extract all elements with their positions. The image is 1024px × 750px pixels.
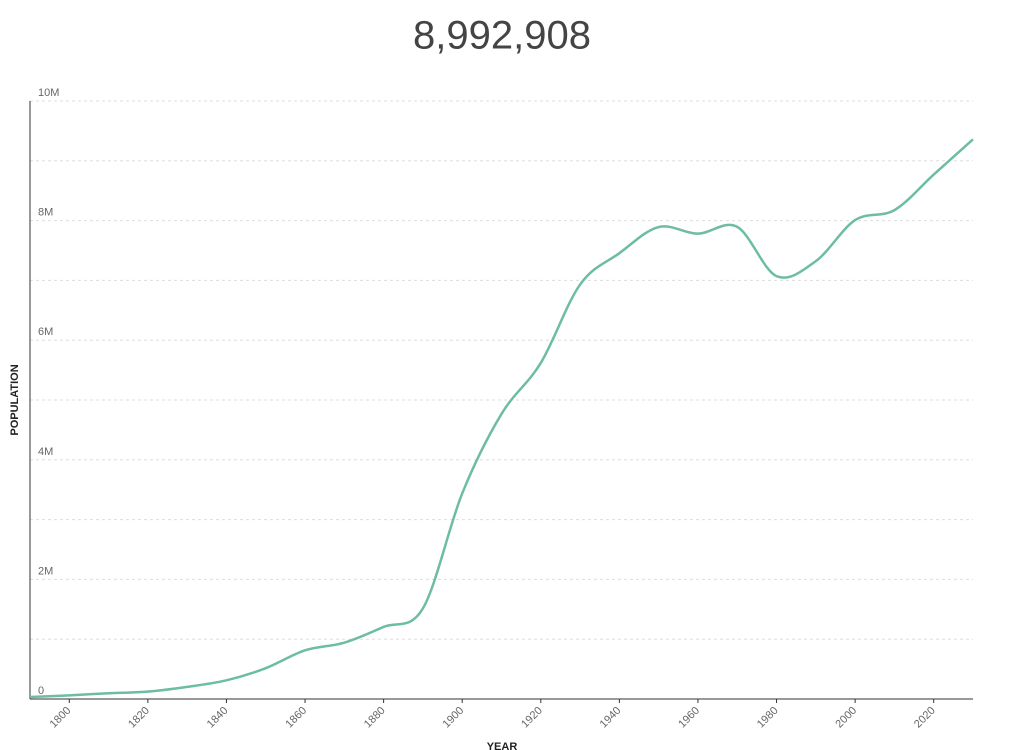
x-tick-label: 1820 xyxy=(126,705,152,731)
y-tick-label: 6M xyxy=(38,326,53,338)
x-tick-label: 2000 xyxy=(833,705,859,731)
x-tick-label: 1860 xyxy=(283,705,309,731)
x-tick-label: 2020 xyxy=(912,705,938,731)
x-tick-label: 1880 xyxy=(362,705,388,731)
x-tick-label: 1940 xyxy=(598,705,624,731)
y-tick-label: 2M xyxy=(38,565,53,577)
y-tick-label: 4M xyxy=(38,446,53,458)
y-tick-label: 10M xyxy=(38,87,59,99)
x-tick-label: 1980 xyxy=(755,705,781,731)
y-tick-label: 0 xyxy=(38,685,44,697)
x-axis-title: YEAR xyxy=(487,741,518,750)
x-tick-label: 1800 xyxy=(48,705,74,731)
x-tick-label: 1920 xyxy=(519,705,545,731)
y-axis-title: POPULATION xyxy=(9,364,21,435)
population-line xyxy=(29,138,974,699)
y-tick-label: 8M xyxy=(38,207,53,219)
x-tick-label: 1960 xyxy=(676,705,702,731)
x-tick-label: 1840 xyxy=(205,705,231,731)
x-tick-label: 1900 xyxy=(441,705,467,731)
chart-title: 8,992,908 xyxy=(413,14,591,58)
